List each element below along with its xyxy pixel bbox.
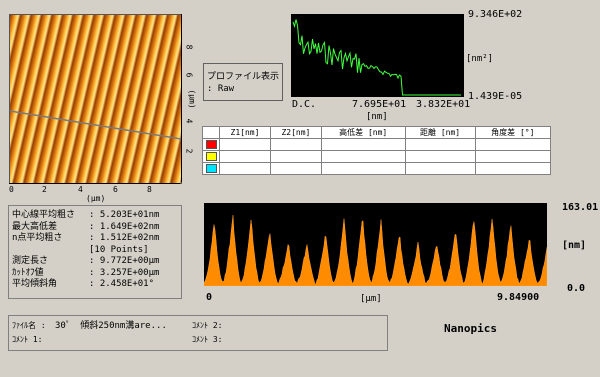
file-info-box: ﾌｧｲﾙ名 : 30゜ 傾斜250nm溝are... ｺﾒﾝﾄ 1: ｺﾒﾝﾄ … <box>8 315 388 351</box>
image-x-axis <box>9 183 180 184</box>
table-cell <box>474 150 552 163</box>
image-y-tick: 4 <box>184 118 194 124</box>
file-name-value: 30゜ 傾斜250nm溝are... <box>55 321 167 331</box>
profile-top-value: 163.01 <box>562 202 599 213</box>
stat-label: 測定長さ <box>12 256 49 266</box>
stat-value: : 1.512E+02nm <box>89 233 160 243</box>
image-x-tick: 0 <box>9 185 14 194</box>
table-cell <box>269 150 322 163</box>
afm-image-panel[interactable] <box>9 14 182 184</box>
image-y-tick: 2 <box>184 148 194 154</box>
spectrum-x-label: D.C. <box>292 99 317 110</box>
table-cell <box>219 162 271 175</box>
table-cell <box>474 162 552 175</box>
image-y-tick: 8 <box>184 44 194 50</box>
stat-value: : 3.257E+00μm <box>89 267 160 278</box>
spectrum-x-label: 3.832E+01 <box>416 99 471 110</box>
image-x-tick: 6 <box>113 185 118 194</box>
spectrum-ymax-label: 9.346E+02 <box>468 9 523 20</box>
stat-label: 最大高低差 <box>12 221 58 232</box>
profile-unit: [nm] <box>562 240 587 251</box>
stat-label: 平均傾斜角 <box>12 279 58 289</box>
spectrum-x-unit: [nm] <box>366 112 388 122</box>
image-x-axis-label: (μm) <box>86 194 106 203</box>
table-header-cell: 高低差 [nm] <box>320 126 406 139</box>
comment2-label: ｺﾒﾝﾄ 2: <box>192 321 223 330</box>
region-color-swatch[interactable] <box>205 152 217 161</box>
profile-x-start: 0 <box>206 292 213 303</box>
table-cell <box>404 138 476 151</box>
table-cell <box>404 162 476 175</box>
profile-x-unit: [μm] <box>360 294 382 304</box>
table-cell <box>320 150 406 163</box>
spectrum-x-label: 7.695E+01 <box>352 99 407 110</box>
image-y-axis <box>181 14 192 182</box>
height-profile-curve <box>203 215 548 287</box>
table-header-cell: 距離 [nm] <box>404 126 476 139</box>
profile-bottom-value: 0.0 <box>567 283 586 294</box>
table-cell <box>320 162 406 175</box>
table-cell <box>269 138 322 151</box>
comment3-label: ｺﾒﾝﾄ 3: <box>192 335 223 344</box>
stat-value: [10 Points] <box>89 244 149 255</box>
stat-value: : 5.203E+01nm <box>89 210 160 220</box>
comment1-label: ｺﾒﾝﾄ 1: <box>12 335 43 344</box>
image-y-axis-label: (μm) <box>187 89 197 109</box>
table-cell <box>404 150 476 163</box>
stat-label: ｶｯﾄｵﾌ値 <box>12 267 44 278</box>
spectrum-curve <box>292 19 461 96</box>
table-row[interactable] <box>202 138 552 151</box>
table-header-cell: 角度差 [°] <box>474 126 552 139</box>
spectrum-unit-label: [nm²] <box>466 54 494 64</box>
image-x-tick: 2 <box>42 185 47 194</box>
stat-label: n点平均粗さ <box>12 233 63 243</box>
table-cell <box>474 138 552 151</box>
profile-line <box>10 110 181 140</box>
stat-value: : 2.458E+01° <box>89 279 155 289</box>
image-x-tick: 4 <box>78 185 83 194</box>
table-cell <box>219 150 271 163</box>
profile-display-title: プロファイル表示 <box>207 72 280 82</box>
table-row[interactable] <box>202 162 552 175</box>
table-cell <box>269 162 322 175</box>
profile-display-value: : Raw <box>207 84 235 94</box>
height-profile-plot[interactable] <box>203 203 548 287</box>
stat-label: 中心線平均粗さ <box>12 210 76 220</box>
stat-value: : 9.772E+00μm <box>89 256 160 266</box>
region-color-swatch[interactable] <box>205 164 217 173</box>
afm-height-map[interactable] <box>10 15 181 183</box>
table-header-cell: Z1[nm] <box>219 126 271 139</box>
table-header-cell: Z2[nm] <box>269 126 322 139</box>
spectrum-ymin-label: 1.439E-05 <box>468 91 523 102</box>
file-name-label: ﾌｧｲﾙ名 : <box>12 321 46 330</box>
stat-value: : 1.649E+02nm <box>89 221 160 232</box>
image-y-tick: 6 <box>184 72 194 78</box>
table-cell <box>219 138 271 151</box>
table-row[interactable] <box>202 150 552 163</box>
profile-display-box[interactable]: プロファイル表示 : Raw <box>203 63 283 101</box>
table-cell <box>320 138 406 151</box>
roughness-stats-panel: 中心線平均粗さ : 5.203E+01nm 最大高低差 : 1.649E+02nm n点… <box>8 205 182 299</box>
region-color-swatch[interactable] <box>205 140 217 149</box>
spectrum-plot[interactable] <box>291 14 464 97</box>
profile-x-end: 9.84900 <box>497 292 540 303</box>
measurement-table[interactable]: Z1[nm] Z2[nm] 高低差 [nm] 距離 [nm] 角度差 [°] <box>202 126 552 175</box>
measurement-table-header: Z1[nm] Z2[nm] 高低差 [nm] 距離 [nm] 角度差 [°] <box>202 126 552 139</box>
image-x-tick: 8 <box>147 185 152 194</box>
table-header-cell <box>202 126 220 139</box>
brand-label: Nanopics <box>444 322 497 335</box>
